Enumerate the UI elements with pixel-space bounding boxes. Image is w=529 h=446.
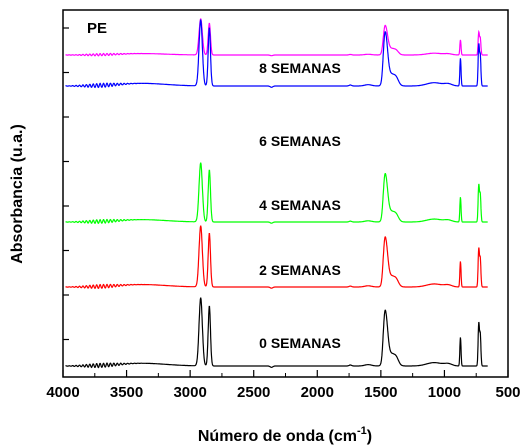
y-ticks <box>63 27 69 341</box>
series-labels: 8 SEMANAS 6 SEMANAS 4 SEMANAS 2 SEMANAS 0 SE… <box>259 60 341 351</box>
x-tick-label: 2000 <box>301 384 334 401</box>
series-label: 4 SEMANAS <box>259 197 341 213</box>
series-line <box>65 225 488 290</box>
series-line <box>65 162 488 225</box>
x-tick-label: 500 <box>495 384 520 401</box>
series-line <box>65 19 488 89</box>
x-tick-label: 1500 <box>364 384 397 401</box>
y-axis-title: Absorbancia (u.a.) <box>9 124 26 264</box>
series-label: 2 SEMANAS <box>259 262 341 278</box>
x-tick-label: 4000 <box>46 384 79 401</box>
panel-annotation: PE <box>87 20 107 37</box>
series-label: 6 SEMANAS <box>259 133 341 149</box>
x-axis-title: Número de onda (cm-1) <box>198 425 372 445</box>
x-tick-label: 3000 <box>173 384 206 401</box>
series-label: 0 SEMANAS <box>259 335 341 351</box>
x-tick-label: 1000 <box>428 384 461 401</box>
series-line <box>65 18 488 57</box>
series-line <box>65 297 488 369</box>
series-label: 8 SEMANAS <box>259 60 341 76</box>
series-lines <box>65 18 488 369</box>
x-axis-title-main: Número de onda (cm <box>198 428 357 445</box>
x-tick-label: 3500 <box>110 384 143 401</box>
x-ticks: 4000 3500 3000 2500 2000 1500 1000 500 <box>46 370 521 401</box>
x-tick-label: 2500 <box>237 384 270 401</box>
x-axis-title-end: ) <box>367 428 372 445</box>
x-axis-title-sup: -1 <box>357 425 367 437</box>
